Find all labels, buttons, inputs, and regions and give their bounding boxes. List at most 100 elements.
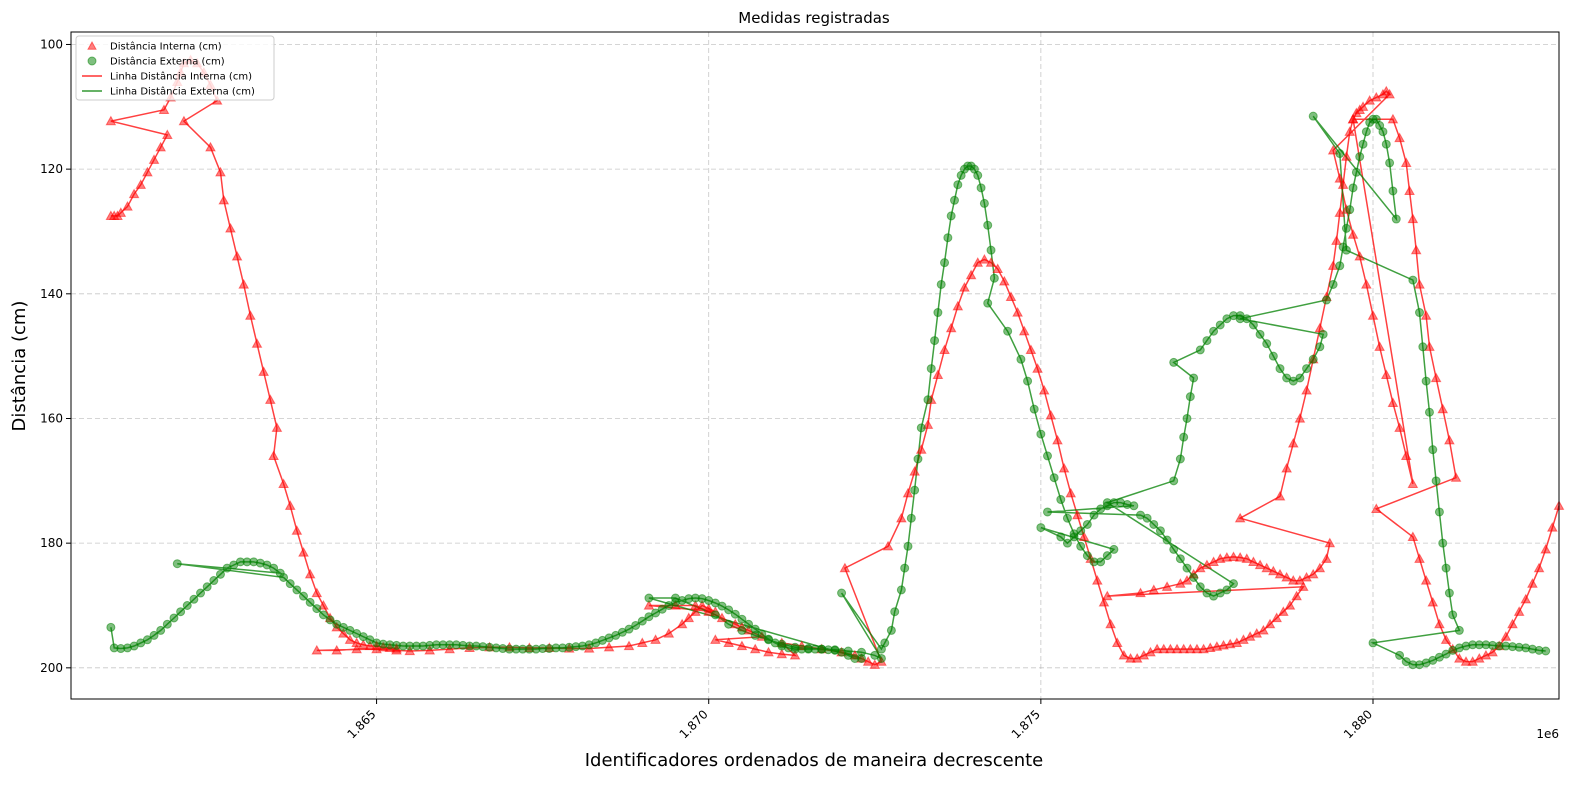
data-point-interna xyxy=(902,487,914,498)
data-point-externa xyxy=(1082,519,1092,529)
data-point-interna xyxy=(1404,185,1415,196)
data-point-interna xyxy=(1440,634,1452,644)
data-point-interna xyxy=(998,275,1010,286)
data-point-externa xyxy=(923,395,933,405)
data-point-interna xyxy=(1234,512,1246,523)
data-point-externa xyxy=(318,610,328,620)
data-point-interna xyxy=(1427,596,1439,607)
data-point-externa xyxy=(1096,557,1106,567)
data-point-interna xyxy=(318,599,329,610)
data-point-interna xyxy=(1367,310,1379,320)
data-point-interna xyxy=(1291,590,1302,601)
data-point-interna xyxy=(1111,637,1123,647)
plot-frame xyxy=(70,31,1560,700)
data-point-interna xyxy=(251,338,263,348)
data-point-externa xyxy=(1408,275,1418,285)
data-point-externa xyxy=(737,625,747,635)
data-point-externa xyxy=(1169,476,1179,486)
data-point-interna xyxy=(1284,599,1296,610)
data-point-interna xyxy=(264,394,276,404)
data-point-externa xyxy=(1441,563,1451,573)
data-point-externa xyxy=(1062,538,1072,548)
data-point-externa xyxy=(106,622,116,632)
data-point-externa xyxy=(1248,320,1258,330)
data-point-externa xyxy=(1385,158,1395,168)
data-point-externa xyxy=(973,170,983,180)
data-point-externa xyxy=(269,563,279,573)
data-point-externa xyxy=(209,576,219,586)
data-point-interna xyxy=(1118,649,1130,660)
data-point-externa xyxy=(983,298,993,308)
data-point-externa xyxy=(1368,638,1378,648)
data-point-interna xyxy=(1281,462,1292,473)
data-point-externa xyxy=(1076,541,1086,551)
data-point-interna xyxy=(696,599,708,610)
data-point-externa xyxy=(292,585,302,595)
data-point-externa xyxy=(1182,563,1192,573)
data-point-interna xyxy=(1261,562,1273,573)
data-point-interna xyxy=(1287,575,1299,585)
data-point-externa xyxy=(1175,454,1185,464)
data-point-interna xyxy=(1430,372,1442,383)
data-point-externa xyxy=(710,610,720,620)
x-offset-label: 1e6 xyxy=(1536,727,1559,741)
data-point-interna xyxy=(1344,126,1356,136)
data-point-externa xyxy=(644,612,654,622)
legend-box xyxy=(75,35,275,101)
data-point-externa xyxy=(644,593,654,603)
data-point-interna xyxy=(344,634,356,644)
data-point-externa xyxy=(803,644,813,654)
y-tick-label: 100 xyxy=(40,37,63,51)
data-point-interna xyxy=(1184,643,1196,654)
data-point-interna xyxy=(749,643,761,654)
data-point-interna xyxy=(703,606,715,616)
data-point-interna xyxy=(932,369,944,379)
data-point-externa xyxy=(930,336,940,346)
data-point-externa xyxy=(926,364,936,374)
data-point-externa xyxy=(764,635,773,645)
data-point-externa xyxy=(182,600,192,610)
data-point-interna xyxy=(839,562,851,573)
data-point-interna xyxy=(1274,568,1286,579)
data-point-externa xyxy=(1308,354,1318,364)
data-point-externa xyxy=(1302,364,1312,374)
data-point-externa xyxy=(1089,510,1099,520)
data-point-interna xyxy=(1400,450,1412,460)
data-point-interna xyxy=(1394,422,1405,432)
data-point-interna xyxy=(178,115,190,126)
data-point-externa xyxy=(1056,532,1066,542)
data-point-externa xyxy=(1169,544,1179,554)
data-point-interna xyxy=(1347,229,1359,239)
data-point-externa xyxy=(724,619,734,629)
data-point-externa xyxy=(285,579,295,589)
data-point-interna xyxy=(291,525,303,535)
data-point-interna xyxy=(1321,553,1332,563)
data-point-interna xyxy=(1410,244,1422,255)
x-axis-title: Identificadores ordenados de maneira dec… xyxy=(585,750,1044,771)
data-point-externa xyxy=(1438,538,1448,548)
data-point-externa xyxy=(1388,186,1398,196)
data-point-interna xyxy=(1012,306,1023,317)
data-point-interna xyxy=(1444,434,1455,445)
data-point-interna xyxy=(1148,584,1160,595)
data-point-externa xyxy=(624,624,634,634)
data-point-interna xyxy=(690,606,701,616)
data-point-interna xyxy=(1101,590,1113,601)
legend-marker-circle xyxy=(87,56,97,66)
data-point-externa xyxy=(1043,451,1052,461)
legend-marker-triangle xyxy=(87,40,97,50)
data-point-interna xyxy=(1158,643,1170,654)
legend-label: Linha Distância Interna (cm) xyxy=(110,71,252,83)
data-point-externa xyxy=(1335,261,1345,271)
data-point-externa xyxy=(1434,507,1444,517)
data-point-externa xyxy=(1541,646,1551,656)
data-point-externa xyxy=(1395,650,1405,660)
data-point-interna xyxy=(1091,575,1103,585)
data-point-externa xyxy=(916,423,926,433)
data-point-interna xyxy=(135,179,147,189)
data-point-externa xyxy=(717,601,727,611)
data-point-externa xyxy=(1003,326,1013,336)
data-point-externa xyxy=(1036,523,1046,533)
data-point-externa xyxy=(876,653,886,663)
data-point-externa xyxy=(637,616,647,626)
